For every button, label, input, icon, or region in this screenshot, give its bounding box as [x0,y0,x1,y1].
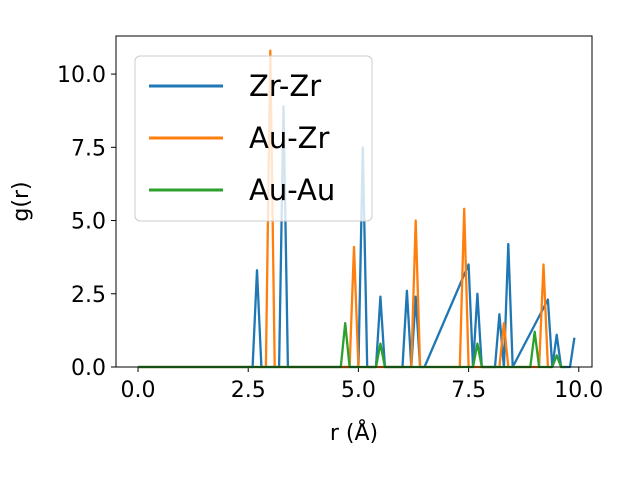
legend-box [134,55,373,222]
legend-label: Au-Zr [249,121,330,155]
y-tick-label: 10.0 [57,63,106,88]
x-tick-label: 0.0 [121,378,156,403]
y-tick-label: 2.5 [71,283,106,308]
ticks-layer: 0.0 2.5 5.0 7.5 10.0 0.0 2.5 5.0 7.5 10.0 [57,63,603,403]
y-tick-label: 0.0 [71,356,106,381]
x-tick-label: 7.5 [451,378,486,403]
y-tick-label: 7.5 [71,136,106,161]
x-axis-label: r (Å) [330,419,378,446]
x-tick-label: 5.0 [341,378,376,403]
plot-frame [115,35,593,368]
legend-label: Zr-Zr [249,69,321,103]
x-tick-label: 10.0 [554,378,603,403]
y-tick-label: 5.0 [71,210,106,235]
x-tick-label: 2.5 [231,378,266,403]
legend-label: Au-Au [249,173,335,207]
legend: Zr-Zr Au-Zr Au-Au [134,55,373,222]
y-axis-label: g(r) [9,181,34,221]
